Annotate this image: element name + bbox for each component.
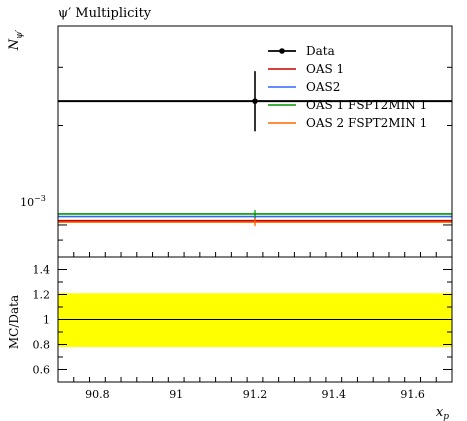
- ratio-y-tick-label: 1.4: [33, 264, 51, 277]
- ratio-x-tick-label: 90.8: [85, 388, 110, 401]
- ratio-x-tick-label: 91.6: [400, 388, 425, 401]
- ratio-panel: 0.6 0.8 1 1.2 1.4 90.8 91 91.2 91.4 91.6: [33, 256, 453, 401]
- legend-label-oas-2-fspt2min-1: OAS 2 FSPT2MIN 1: [306, 116, 427, 130]
- svg-text:Nψ′: Nψ′: [7, 30, 25, 51]
- ratio-uncertainty-band: [58, 293, 452, 347]
- main-series: [58, 71, 452, 227]
- ratio-x-tick-label: 91: [169, 388, 183, 401]
- data-point-marker: [252, 98, 258, 104]
- ratio-x-tick-label: 91.2: [243, 388, 268, 401]
- ratio-x-tick-label: 91.4: [322, 388, 347, 401]
- ratio-panel-frame: [57, 256, 453, 383]
- legend: Data OAS 1 OAS2 OAS 1 FSPT2MIN 1 OAS 2 FSPT2…: [268, 44, 427, 130]
- ratio-y-ticks: 0.6 0.8 1 1.2 1.4: [33, 256, 452, 383]
- main-panel: 10−3: [20, 25, 453, 258]
- legend-label-data: Data: [306, 44, 335, 58]
- ratio-x-ticks: 90.8 91 91.2 91.4 91.6: [57, 377, 453, 401]
- legend-label-oas-1-fspt2min-1: OAS 1 FSPT2MIN 1: [306, 98, 427, 112]
- ratio-y-axis-label: MC/Data: [7, 295, 21, 349]
- legend-label-oas-1: OAS 1: [306, 62, 344, 76]
- ratio-y-tick-label: 1.2: [33, 289, 51, 302]
- svg-text:10−3: 10−3: [20, 194, 46, 209]
- main-y-axis-label: Nψ′: [7, 30, 25, 51]
- chart-title: ψ′ Multiplicity: [58, 6, 152, 21]
- legend-label-oas2: OAS2: [306, 80, 340, 94]
- legend-marker-data: [279, 48, 285, 54]
- ratio-y-tick-label: 0.6: [33, 364, 51, 377]
- x-axis-label: xp: [436, 405, 449, 421]
- main-x-ticks: [57, 252, 453, 257]
- ratio-y-tick-label: 1: [43, 314, 50, 327]
- ratio-y-tick-label: 0.8: [33, 339, 51, 352]
- main-y-tick-label-1e-3: 10−3: [20, 194, 46, 209]
